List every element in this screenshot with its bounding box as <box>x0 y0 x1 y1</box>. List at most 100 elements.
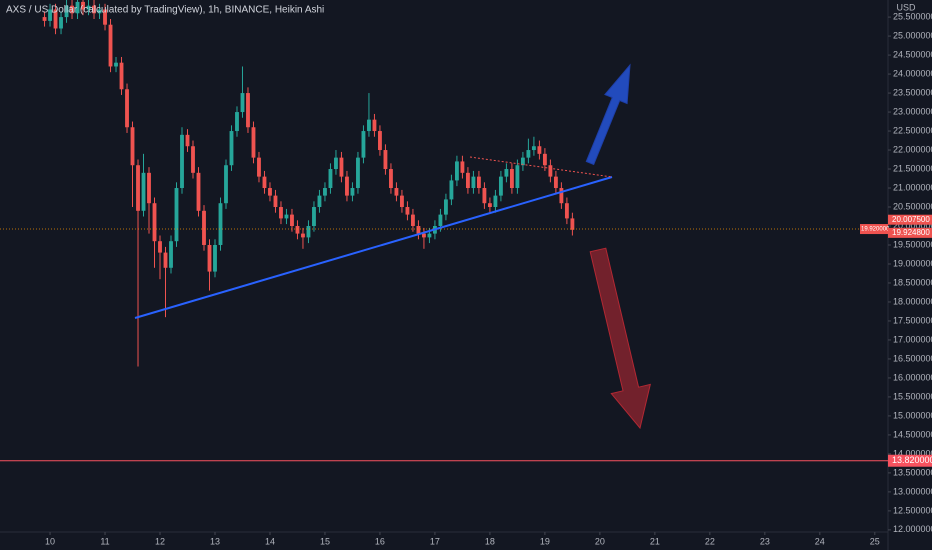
y-tick-label: 20.500000 <box>893 201 932 211</box>
axes: 12.000000 12.500000 13.000000 13.500000 14.0… <box>45 11 932 546</box>
candle-body <box>108 24 113 67</box>
y-tick-label: 13.500000 <box>893 467 932 477</box>
candle-body <box>229 131 234 166</box>
price-tag-box <box>888 214 932 225</box>
x-tick-label: 17 <box>430 536 440 546</box>
candle-body <box>284 214 289 219</box>
candle-body <box>136 165 140 211</box>
x-tick-label: 23 <box>760 536 770 546</box>
candle-body <box>323 188 327 196</box>
y-tick-label: 17.500000 <box>893 315 932 325</box>
y-tick-label: 16.500000 <box>893 353 932 363</box>
candle-body <box>339 157 344 177</box>
y-tick-label: 16.000000 <box>893 372 932 382</box>
candle-body <box>537 146 542 154</box>
y-tick-label: 22.500000 <box>893 125 932 135</box>
candle-body <box>542 153 547 166</box>
candle-body <box>372 119 377 132</box>
plot <box>0 0 888 462</box>
y-tick-label: 19.000000 <box>893 258 932 268</box>
price-tag-label: 19.924800 <box>892 228 930 237</box>
currency-label: USD <box>896 2 916 12</box>
candle-body <box>301 233 305 238</box>
candle-body <box>548 165 553 177</box>
candle-body <box>97 9 102 14</box>
candle-body <box>218 203 223 245</box>
candle-body <box>405 207 410 215</box>
x-tick-label: 18 <box>485 536 495 546</box>
candle-body <box>559 188 564 204</box>
candle-body <box>345 176 349 196</box>
x-tick-label: 20 <box>595 536 605 546</box>
candle-body <box>86 5 91 10</box>
y-tick-label: 15.000000 <box>893 410 932 420</box>
candle-body <box>147 172 151 204</box>
y-tick-label: 21.500000 <box>893 163 932 173</box>
x-tick-label: 14 <box>265 536 275 546</box>
candle-body <box>383 150 388 170</box>
candle-body <box>564 203 569 219</box>
candle-body <box>520 157 525 166</box>
candle-body <box>130 127 135 166</box>
candle-body <box>290 214 294 227</box>
chart-title: AXS / US Dollar (calculated by TradingVi… <box>6 5 324 16</box>
candle-body <box>185 134 190 147</box>
candle-body <box>367 119 371 132</box>
trendline <box>134 176 613 319</box>
y-tick-label: 25.500000 <box>893 11 932 21</box>
candle-body <box>416 226 421 234</box>
candle-body <box>273 195 278 208</box>
candle-body <box>476 176 481 189</box>
x-tick-label: 10 <box>45 536 55 546</box>
candle-body <box>515 165 520 189</box>
candle-body <box>400 195 404 208</box>
y-tick-label: 12.000000 <box>893 524 932 534</box>
current-price-box <box>860 224 888 235</box>
candle-body <box>257 157 261 177</box>
candle-body <box>268 188 272 196</box>
candle-body <box>251 127 256 158</box>
candle-body <box>394 188 399 196</box>
x-tick-label: 25 <box>870 536 880 546</box>
price-tag-box <box>888 227 932 238</box>
y-tick-label: 12.500000 <box>893 505 932 515</box>
down-arrow <box>589 247 651 430</box>
candle-body <box>114 62 118 67</box>
y-tick-label: 24.500000 <box>893 49 932 59</box>
candle-body <box>487 203 492 208</box>
candle-body <box>493 195 498 208</box>
candle-body <box>224 165 228 204</box>
y-tick-label: 18.500000 <box>893 277 932 287</box>
candle-body <box>81 1 85 10</box>
candle-body <box>553 176 558 189</box>
candle-body <box>334 157 338 170</box>
candle-body <box>444 199 448 215</box>
candle-body <box>361 131 366 158</box>
y-tick-label: 25.000000 <box>893 30 932 40</box>
candle-body <box>42 17 47 21</box>
y-tick-label: 23.000000 <box>893 106 932 116</box>
y-tick-label: 24.000000 <box>893 68 932 78</box>
y-tick-label: 14.500000 <box>893 429 932 439</box>
candle-body <box>465 172 470 189</box>
x-tick-label: 24 <box>815 536 825 546</box>
candle-body <box>350 188 355 196</box>
candle-body <box>378 131 382 151</box>
candle-body <box>389 169 393 189</box>
candle-body <box>531 146 536 151</box>
price-tag-label: 13.820000 <box>892 455 932 465</box>
candle-body <box>180 134 184 189</box>
candle-body <box>196 172 201 211</box>
y-tick-label: 20.000000 <box>893 220 932 230</box>
y-tick-label: 17.000000 <box>893 334 932 344</box>
y-tick-label: 15.500000 <box>893 391 932 401</box>
candle-body <box>235 112 239 132</box>
candle-body <box>356 157 360 189</box>
candle-body <box>174 188 179 242</box>
candle-body <box>70 5 74 14</box>
candle-body <box>119 62 124 90</box>
candle-body <box>262 176 267 189</box>
price-tag-label: 20.007500 <box>892 215 930 224</box>
